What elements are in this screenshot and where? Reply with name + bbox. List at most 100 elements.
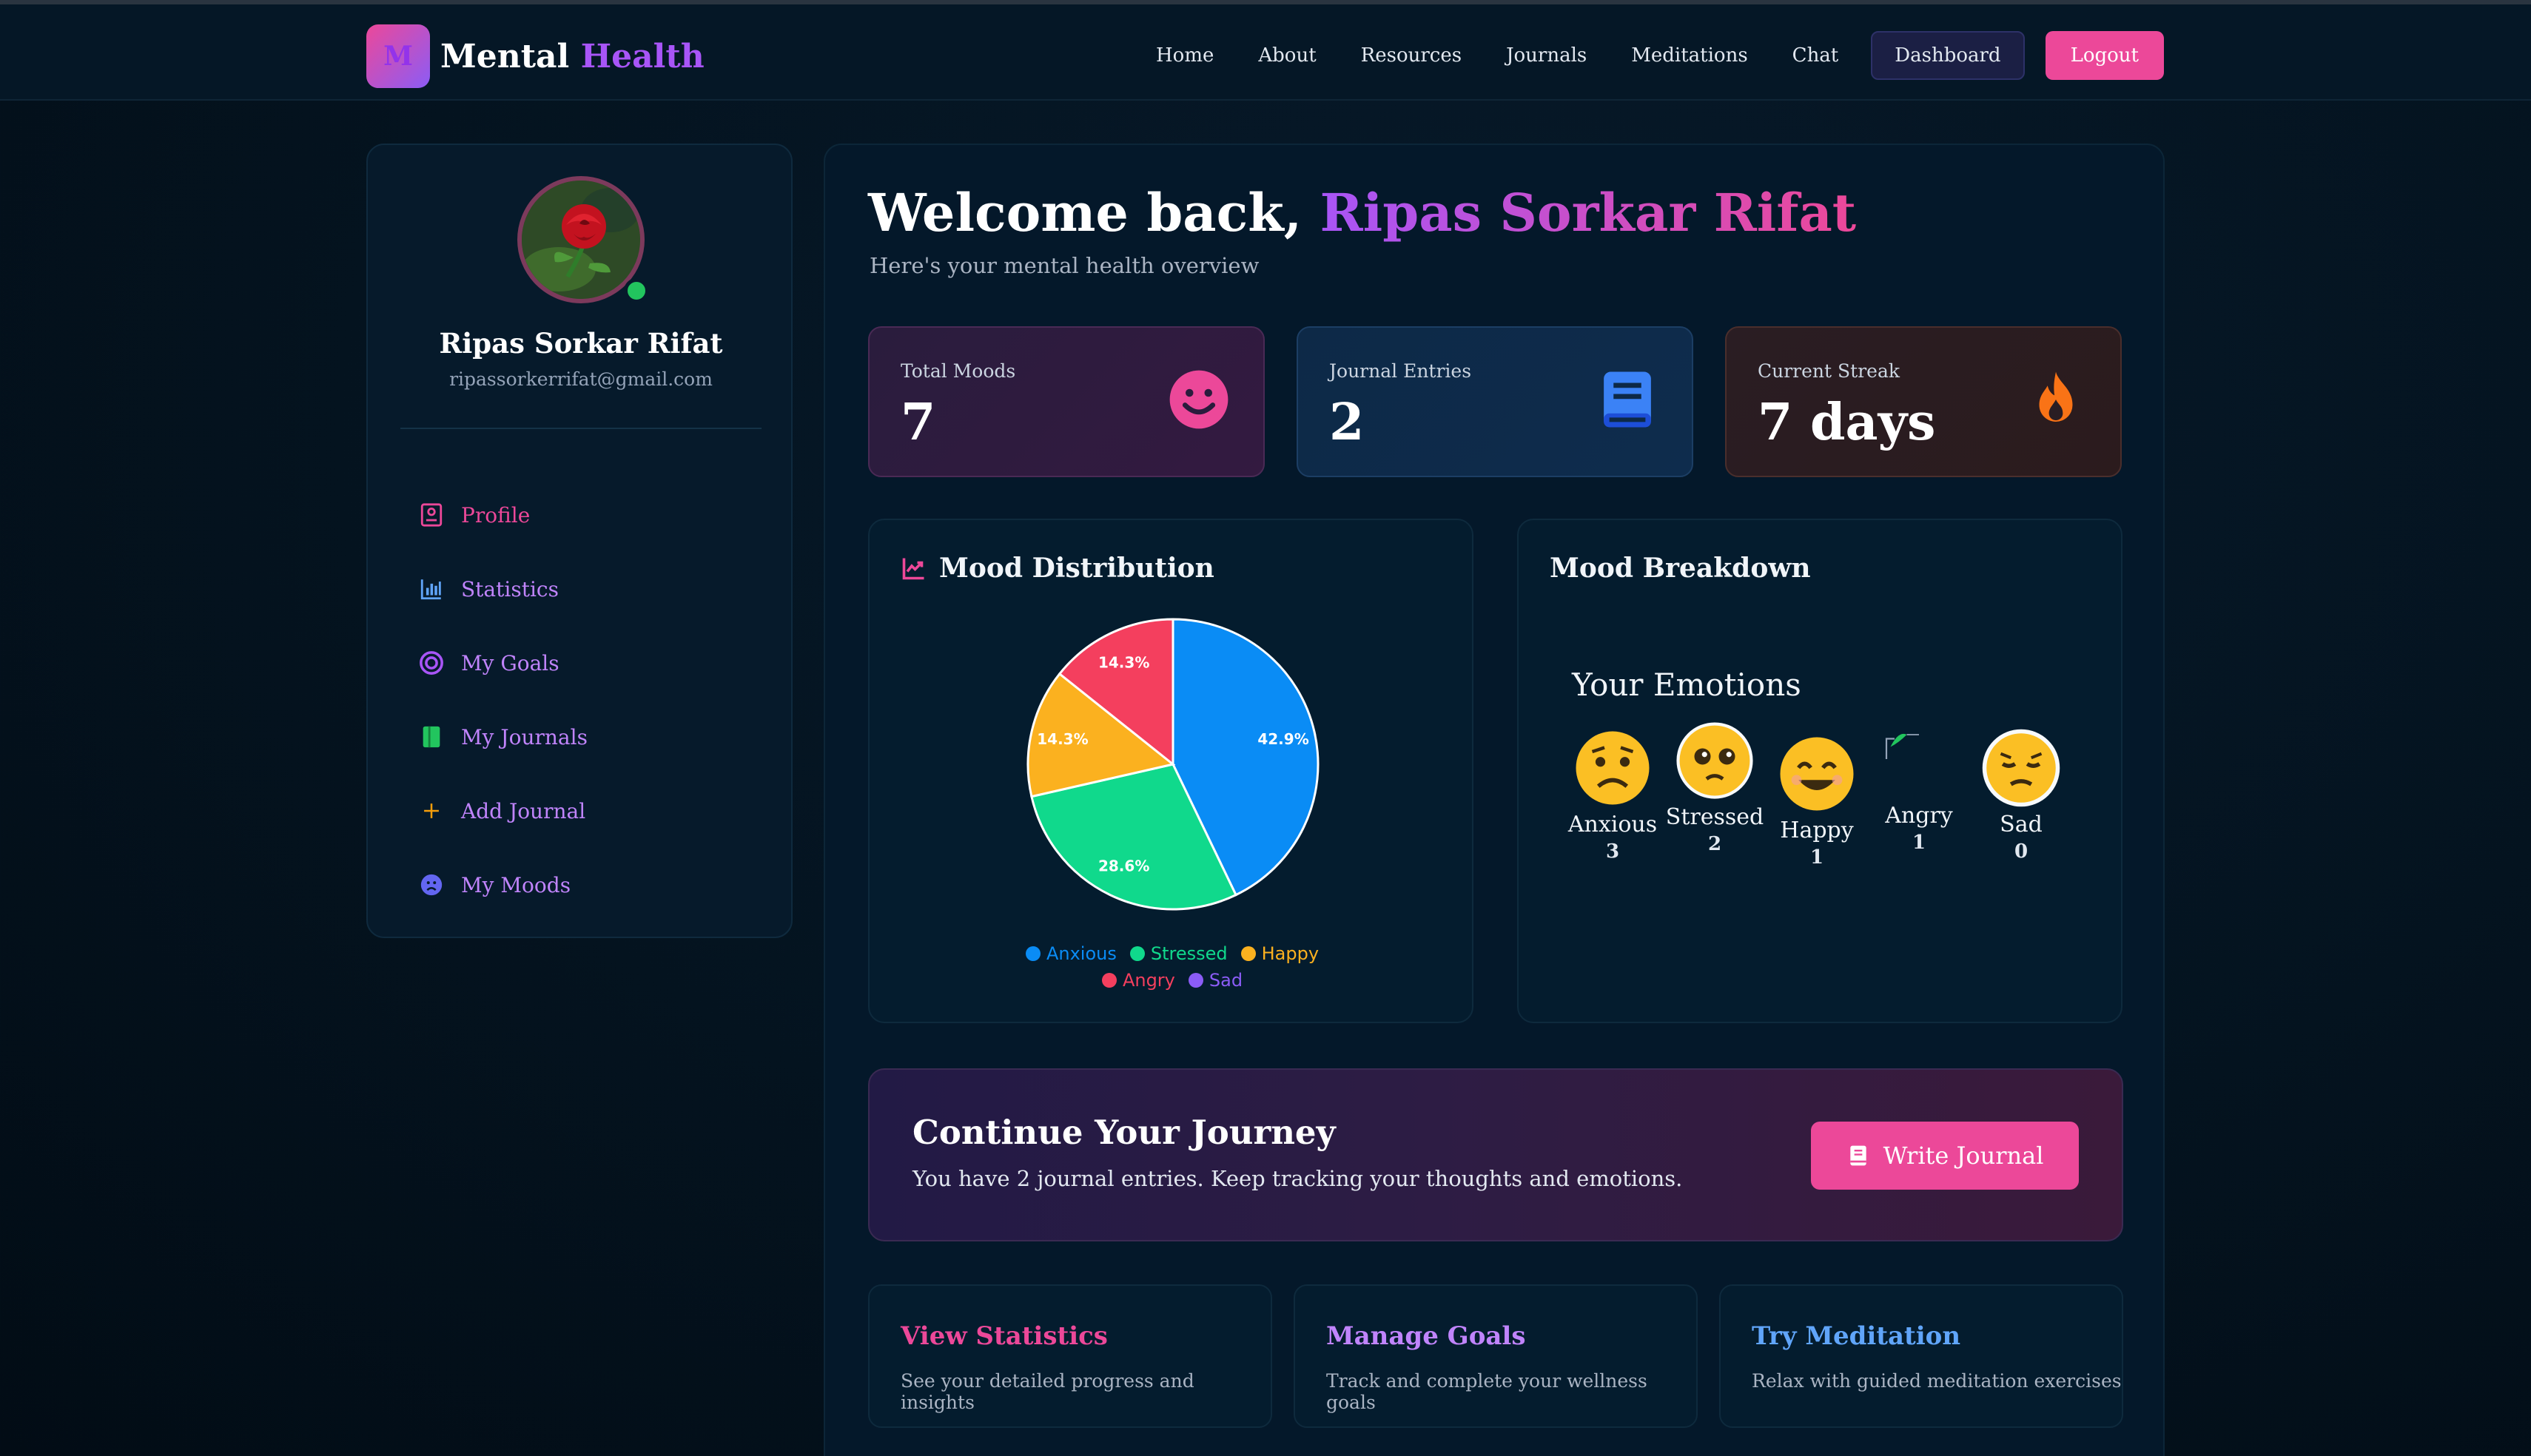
sidebar-item-statistics[interactable]: Statistics (418, 552, 588, 626)
pie-label-anxious: 42.9% (1257, 730, 1308, 748)
nav-link-resources[interactable]: Resources (1360, 44, 1462, 67)
legend-item-sad[interactable]: Sad (1188, 967, 1243, 994)
sidebar-item-label: Statistics (461, 576, 559, 601)
logout-button[interactable]: Logout (2045, 31, 2164, 80)
sidebar-item-my-goals[interactable]: My Goals (418, 626, 588, 700)
journey-title: Continue Your Journey (912, 1113, 1336, 1152)
legend-item-stressed[interactable]: Stressed (1129, 940, 1228, 967)
emotion-anxious[interactable]: Anxious 3 (1562, 727, 1664, 869)
legend-label: Stressed (1150, 943, 1228, 964)
stat-label: Current Streak (1758, 360, 1900, 382)
online-status-indicator (624, 278, 649, 303)
smile-icon (1169, 370, 1228, 429)
sidebar-menu: Profile Statistics My Goals My Journals … (418, 478, 588, 922)
emotion-count: 3 (1605, 840, 1620, 863)
journal-icon (1849, 1145, 1866, 1166)
book-icon (418, 724, 445, 750)
user-name: Ripas Sorkar Rifat (439, 327, 723, 360)
sidebar-item-my-journals[interactable]: My Journals (418, 700, 588, 774)
action-desc: Relax with guided meditation exercises (1752, 1370, 2122, 1392)
nav-link-home[interactable]: Home (1156, 44, 1214, 67)
try-meditation-card[interactable]: Try Meditation Relax with guided meditat… (1719, 1284, 2123, 1428)
page-title: Welcome back, Ripas Sorkar Rifat (868, 182, 1856, 243)
user-email: ripassorkerrifat@gmail.com (449, 368, 713, 390)
legend-swatch (1025, 946, 1041, 961)
emotion-label: Happy (1780, 818, 1854, 843)
manage-goals-card[interactable]: Manage Goals Track and complete your wel… (1294, 1284, 1698, 1428)
emotion-sad[interactable]: Sad 0 (1970, 727, 2072, 869)
total-moods-card: Total Moods 7 (868, 326, 1265, 477)
pie-slice-angry[interactable] (1058, 618, 1174, 767)
page-subtitle: Here's your mental health overview (870, 253, 1260, 278)
sidebar-item-label: My Goals (461, 650, 559, 675)
emotion-stressed[interactable]: Stressed 2 (1664, 720, 1766, 869)
dashboard-button[interactable]: Dashboard (1871, 31, 2025, 80)
legend-swatch (1188, 973, 1203, 988)
sidebar-item-label: My Journals (461, 724, 588, 749)
emotion-label: Sad (2000, 812, 2043, 837)
legend-swatch (1101, 973, 1117, 988)
avatar[interactable] (517, 176, 645, 303)
brand-name-part2: Health (580, 37, 705, 75)
emotion-label: Angry (1885, 803, 1953, 829)
brand-name: Mental Health (440, 38, 705, 75)
emotion-happy[interactable]: Happy 1 (1766, 733, 1868, 869)
action-desc: Track and complete your wellness goals (1326, 1370, 1647, 1413)
action-title: View Statistics (901, 1321, 1108, 1351)
pensive-face-icon (1982, 729, 2060, 807)
sidebar-item-my-moods[interactable]: My Moods (418, 848, 588, 922)
emotion-count: 2 (1707, 833, 1722, 855)
welcome-user-name: Ripas Sorkar Rifat (1320, 182, 1857, 243)
legend-label: Anxious (1046, 943, 1117, 964)
legend-label: Sad (1209, 970, 1243, 991)
rose-image (522, 181, 640, 299)
legend-row-1: Anxious Stressed Happy (870, 940, 1475, 967)
action-title: Try Meditation (1752, 1321, 1961, 1351)
nav-link-chat[interactable]: Chat (1792, 44, 1839, 67)
legend-item-happy[interactable]: Happy (1240, 940, 1319, 967)
action-desc: See your detailed progress and insights (901, 1370, 1194, 1413)
nav-link-journals[interactable]: Journals (1506, 44, 1587, 67)
legend-item-anxious[interactable]: Anxious (1025, 940, 1117, 967)
continue-journey-banner: Continue Your Journey You have 2 journal… (868, 1068, 2123, 1241)
brand-logo: M (366, 24, 430, 88)
stat-value: 7 days (1758, 393, 1936, 452)
trend-chart-icon (902, 558, 924, 580)
sad-face-icon (418, 872, 445, 898)
stat-label: Total Moods (901, 360, 1016, 382)
stat-value: 7 (901, 393, 936, 452)
main-panel: Welcome back, Ripas Sorkar Rifat Here's … (824, 144, 2165, 1456)
emotion-count: 1 (1809, 846, 1824, 869)
journal-book-icon (1604, 371, 1651, 428)
fire-icon (2039, 371, 2073, 422)
nav-link-about[interactable]: About (1258, 44, 1317, 67)
emotion-angry[interactable]: Angry 1 (1868, 718, 1970, 869)
welcome-prefix: Welcome back, (868, 182, 1303, 243)
pie-slice-stressed[interactable] (1030, 763, 1238, 911)
pie-slice-anxious[interactable] (1172, 618, 1320, 897)
nav-link-meditations[interactable]: Meditations (1631, 44, 1748, 67)
nav-links: Home About Resources Journals Meditation… (1144, 31, 2164, 80)
pie-label-stressed: 28.6% (1098, 857, 1149, 875)
mood-breakdown-title: Mood Breakdown (1550, 553, 1811, 584)
mood-breakdown-panel: Mood Breakdown Your Emotions Anxious 3 (1517, 519, 2122, 1023)
action-title: Manage Goals (1326, 1321, 1526, 1351)
view-statistics-card[interactable]: View Statistics See your detailed progre… (868, 1284, 1272, 1428)
happy-face-icon (1780, 737, 1854, 811)
sidebar: Ripas Sorkar Rifat ripassorkerrifat@gmai… (366, 144, 793, 938)
brand[interactable]: M Mental Health (366, 24, 705, 88)
sidebar-item-profile[interactable]: Profile (418, 478, 588, 552)
mood-pie-chart[interactable]: 42.9% 28.6% 14.3% 14.3% (1025, 616, 1321, 912)
write-journal-button[interactable]: Write Journal (1811, 1122, 2079, 1190)
top-navbar: M Mental Health Home About Resources Jou… (0, 0, 2531, 101)
mood-distribution-panel: Mood Distribution 42.9% 28.6% 14.3% 14.3% A… (868, 519, 1473, 1023)
legend-label: Angry (1122, 970, 1175, 991)
target-icon (418, 650, 445, 676)
emotions-list: Anxious 3 Stressed 2 (1562, 722, 2072, 869)
pleading-face-icon (1676, 722, 1753, 799)
pie-slice-happy[interactable] (1026, 672, 1176, 798)
sidebar-item-label: My Moods (461, 872, 571, 897)
current-streak-card: Current Streak 7 days (1725, 326, 2122, 477)
sidebar-item-add-journal[interactable]: Add Journal (418, 774, 588, 848)
legend-item-angry[interactable]: Angry (1101, 967, 1175, 994)
